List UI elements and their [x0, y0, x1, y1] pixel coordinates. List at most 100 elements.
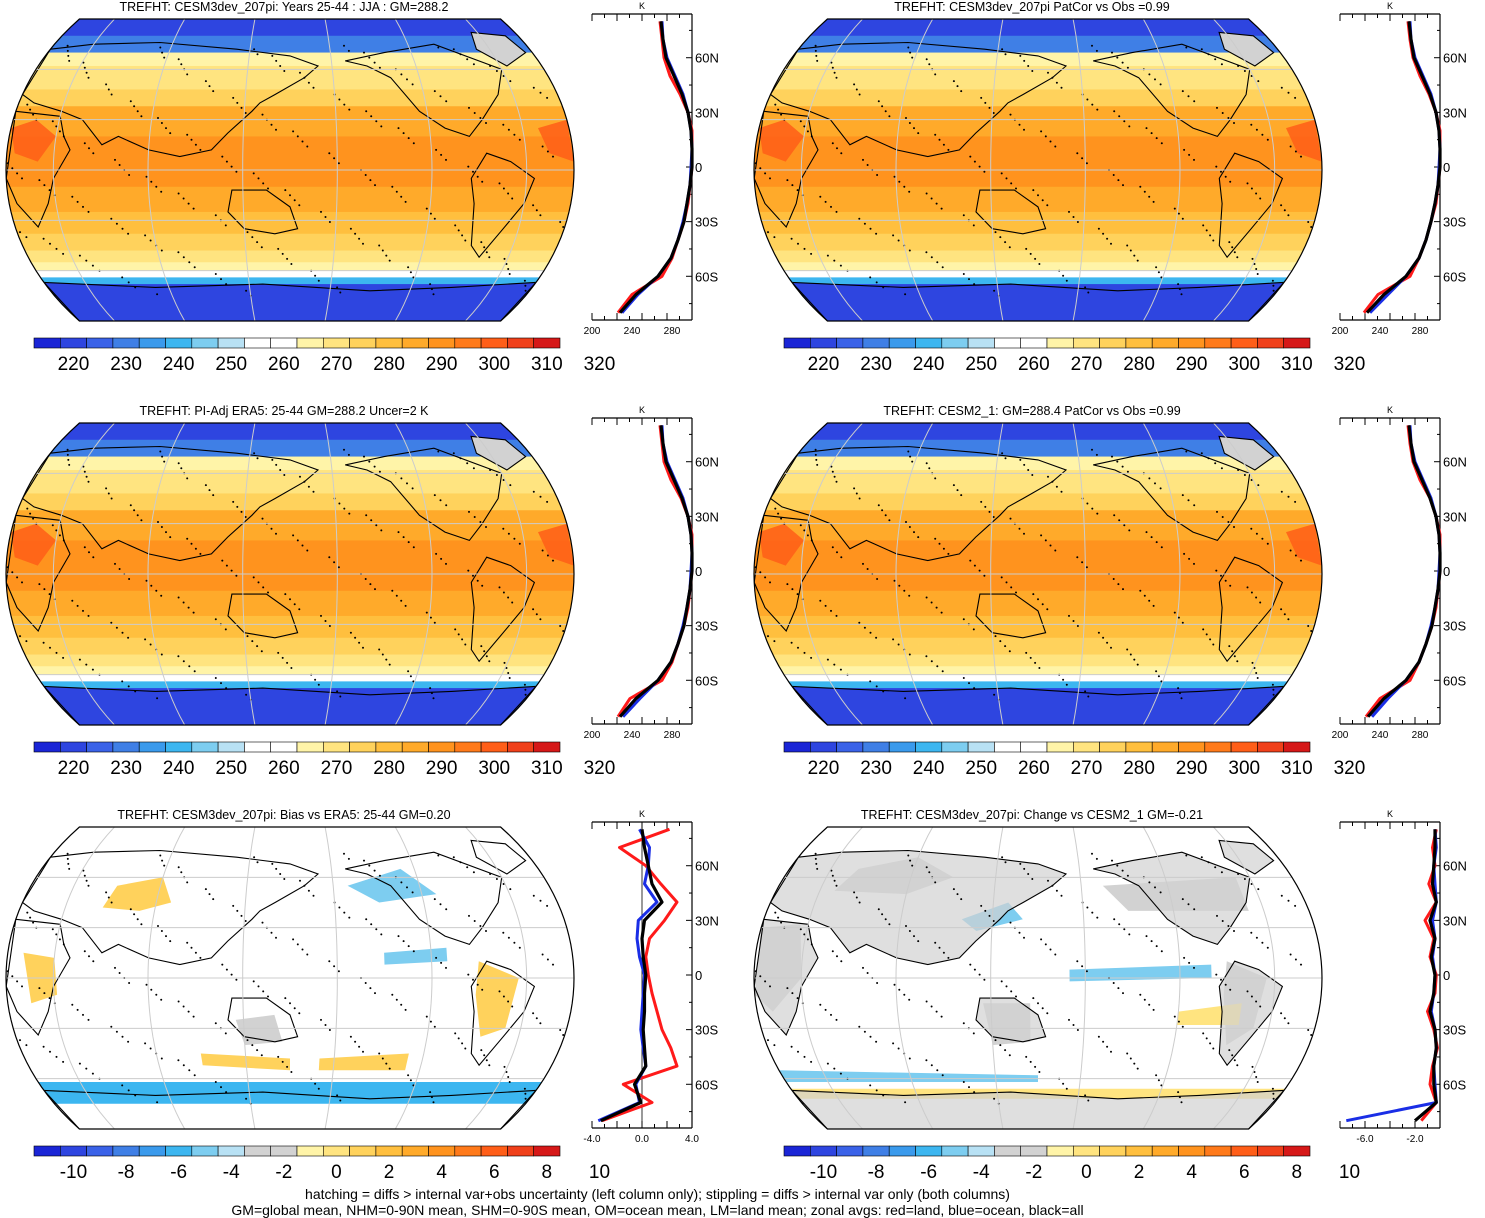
stipple-dot — [855, 88, 858, 91]
stipple-dot — [299, 475, 301, 478]
stipple-dot — [252, 172, 255, 175]
temperature-band — [754, 423, 1322, 441]
stipple-dot — [869, 1035, 872, 1038]
stipple-dot — [790, 641, 793, 644]
stipple-dot — [62, 135, 65, 138]
zonal-series-line — [1365, 21, 1442, 314]
stipple-dot — [1023, 59, 1026, 62]
stipple-dot — [363, 51, 365, 54]
stipple-dot — [1255, 192, 1258, 195]
stipple-dot — [293, 1007, 296, 1010]
stipple-dot — [182, 1064, 185, 1067]
colorbar-swatch — [1125, 741, 1153, 753]
stipple-dot — [411, 487, 414, 490]
stipple-dot — [905, 117, 907, 119]
stipple-dot — [947, 148, 950, 151]
grid-meridian — [895, 423, 934, 725]
y-tick-label: 60S — [1443, 1077, 1466, 1092]
stipple-dot — [133, 105, 136, 108]
stipple-dot — [187, 1010, 190, 1013]
stipple-dot — [960, 898, 963, 901]
stipple-dot — [1117, 179, 1120, 182]
stipple-dot — [107, 896, 110, 899]
stipple-dot — [82, 609, 84, 612]
stipple-dot — [855, 896, 858, 899]
stipple-dot — [430, 692, 433, 695]
stipple-dot — [791, 184, 794, 187]
stipple-dot — [903, 993, 906, 996]
stipple-dot — [395, 998, 398, 1001]
stipple-dot — [271, 458, 274, 461]
colorbar-swatch — [165, 337, 193, 349]
stipple-dot — [941, 266, 944, 269]
stipple-dot — [391, 993, 394, 996]
stipple-dot — [336, 286, 339, 289]
temperature-band — [6, 233, 574, 252]
stipple-dot — [68, 59, 71, 62]
stipple-dot — [502, 591, 505, 594]
temperature-band — [6, 666, 574, 676]
stipple-dot — [459, 457, 462, 460]
stipple-dot — [187, 606, 190, 609]
colorbar-label: 260 — [1018, 758, 1050, 779]
stipple-dot — [293, 199, 296, 202]
stipple-dot — [155, 993, 158, 996]
stipple-dot — [942, 547, 945, 550]
stipple-dot — [869, 276, 872, 279]
stipple-dot — [1236, 256, 1239, 259]
y-tick-label: 30N — [1443, 509, 1467, 524]
grid-meridian — [147, 827, 186, 1129]
stipple-dot — [466, 58, 469, 61]
stipple-dot — [381, 249, 384, 252]
stipple-dot — [839, 1072, 842, 1075]
stipple-dot — [767, 635, 769, 638]
stipple-dot — [831, 874, 834, 877]
stipple-dot — [1068, 1018, 1070, 1021]
stipple-dot — [362, 242, 364, 245]
zonal-series-line — [616, 21, 694, 314]
stipple-dot — [1081, 965, 1084, 968]
stipple-dot — [513, 941, 516, 944]
stipple-dot — [479, 117, 482, 119]
stipple-dot — [972, 628, 975, 631]
stipple-dot — [317, 683, 320, 686]
stipple-dot — [375, 524, 378, 527]
stipple-dot — [1121, 61, 1124, 64]
stipple-dot — [1307, 221, 1310, 223]
stipple-dot — [1112, 578, 1115, 580]
stipple-dot — [1086, 906, 1089, 909]
grid-meridian — [52, 19, 115, 321]
colorbar-label: 280 — [373, 354, 405, 375]
stipple-dot — [1018, 527, 1021, 530]
stipple-dot — [1272, 1097, 1275, 1100]
temperature-band — [754, 456, 1322, 471]
map-frame — [5, 422, 575, 726]
colorbar-swatch — [836, 1145, 864, 1157]
stipple-dot — [92, 556, 95, 559]
stipple-dot — [433, 494, 436, 497]
anomaly-region — [318, 1053, 409, 1071]
stipple-dot — [824, 200, 827, 203]
stipple-dot — [1015, 995, 1017, 998]
stipple-dot — [875, 281, 878, 284]
map-panel — [5, 422, 575, 726]
stipple-dot — [71, 195, 74, 198]
stipple-dot — [862, 158, 864, 161]
stipple-dot — [502, 883, 505, 885]
stipple-dot — [1271, 1087, 1274, 1090]
colorbar-swatch — [1099, 337, 1127, 349]
colorbar-label: 270 — [1071, 354, 1103, 375]
stipple-dot — [1266, 542, 1269, 545]
stipple-dot — [972, 224, 975, 227]
stipple-dot — [1177, 1020, 1180, 1023]
stipple-dot — [803, 933, 806, 936]
stipple-dot — [87, 480, 90, 483]
colorbar-swatch — [994, 741, 1021, 753]
grid-meridian — [1072, 827, 1086, 1129]
stipple-dot — [169, 940, 172, 943]
stipple-dot — [1180, 1101, 1183, 1104]
stipple-dot — [495, 70, 498, 72]
stipple-dot — [256, 645, 259, 648]
stipple-dot — [1233, 930, 1235, 932]
y-tick-label: 30N — [1443, 913, 1467, 928]
